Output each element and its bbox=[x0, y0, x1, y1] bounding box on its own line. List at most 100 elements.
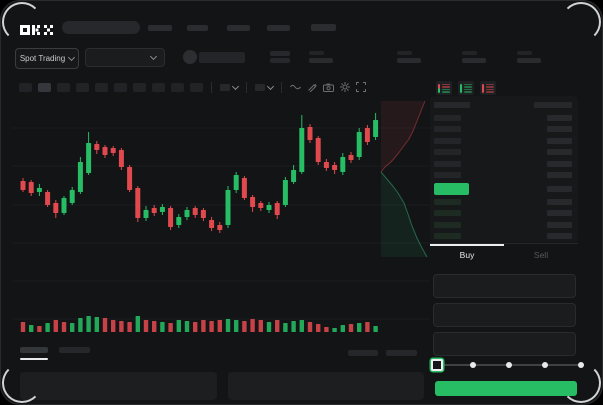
slider-stop-50[interactable] bbox=[506, 362, 512, 368]
bottom-tab-1-active[interactable] bbox=[20, 347, 48, 353]
amount-placeholder bbox=[547, 233, 572, 240]
indicator-icon bbox=[255, 83, 265, 91]
candle-style-dropdown[interactable] bbox=[220, 82, 240, 91]
market-type-label: Spot Trading bbox=[19, 54, 66, 63]
tab-sell[interactable]: Sell bbox=[504, 244, 578, 262]
price-chart[interactable] bbox=[12, 95, 430, 335]
bottom-right-control-2[interactable] bbox=[386, 350, 417, 356]
price-placeholder bbox=[434, 233, 461, 240]
amount-slider[interactable] bbox=[431, 358, 584, 372]
combined-book-icon[interactable] bbox=[436, 81, 452, 95]
indicator-dropdown[interactable] bbox=[255, 82, 275, 91]
timeframe-button-8[interactable] bbox=[152, 82, 165, 92]
stat-label-2 bbox=[397, 51, 412, 55]
wave-tool-button[interactable] bbox=[290, 83, 301, 91]
bid-row[interactable] bbox=[432, 208, 578, 220]
slider-handle[interactable] bbox=[431, 359, 443, 371]
bid-row[interactable] bbox=[432, 219, 578, 231]
amount-placeholder bbox=[547, 160, 572, 167]
chart-toolbar bbox=[19, 80, 366, 94]
ask-row[interactable] bbox=[432, 112, 578, 124]
submit-buy-button[interactable] bbox=[435, 381, 577, 396]
timeframe-button-4[interactable] bbox=[76, 82, 89, 92]
timeframe-button-3[interactable] bbox=[57, 82, 70, 92]
stat-block-price-bottom bbox=[270, 58, 290, 63]
price-placeholder bbox=[434, 210, 461, 217]
ask-row[interactable] bbox=[432, 124, 578, 136]
timeframe-button-1[interactable] bbox=[19, 82, 32, 92]
stat-label-4 bbox=[517, 51, 532, 55]
timeframe-button-7[interactable] bbox=[133, 82, 146, 92]
search-input[interactable] bbox=[62, 21, 140, 34]
slider-stop-75[interactable] bbox=[542, 362, 548, 368]
market-type-selector[interactable]: Spot Trading bbox=[15, 48, 79, 69]
stat-block-price-top bbox=[270, 51, 290, 56]
stat-value-2 bbox=[397, 58, 421, 63]
price-placeholder bbox=[434, 160, 461, 167]
chevron-down-icon bbox=[266, 82, 275, 90]
slider-stop-100[interactable] bbox=[578, 362, 584, 368]
fullscreen-icon bbox=[356, 82, 366, 92]
ask-row[interactable] bbox=[432, 135, 578, 147]
price-placeholder bbox=[434, 114, 461, 121]
current-price-badge[interactable] bbox=[434, 182, 469, 195]
last-price-placeholder bbox=[199, 52, 245, 63]
timeframe-button-6[interactable] bbox=[114, 82, 127, 92]
chevron-down-icon bbox=[68, 53, 76, 62]
nav-item-2[interactable] bbox=[187, 25, 208, 31]
amount-placeholder bbox=[547, 137, 572, 144]
bids-book-icon[interactable] bbox=[458, 81, 474, 95]
amount-placeholder bbox=[547, 172, 572, 179]
bid-row[interactable] bbox=[432, 231, 578, 243]
bids-book-bars bbox=[464, 83, 472, 93]
tab-buy[interactable]: Buy bbox=[430, 244, 504, 262]
price-placeholder bbox=[434, 149, 461, 156]
gridlines bbox=[12, 127, 430, 320]
pair-selector[interactable] bbox=[85, 48, 165, 67]
stat-value-3 bbox=[462, 58, 486, 63]
timeframe-button-10[interactable] bbox=[190, 82, 203, 92]
timeframe-button-2-selected[interactable] bbox=[38, 82, 51, 92]
draw-tool-button[interactable] bbox=[307, 82, 317, 92]
fullscreen-button[interactable] bbox=[356, 82, 366, 92]
ask-row[interactable] bbox=[432, 147, 578, 159]
timeframe-button-9[interactable] bbox=[171, 82, 184, 92]
camera-icon bbox=[323, 83, 334, 92]
slider-stop-25[interactable] bbox=[470, 362, 476, 368]
current-price-amount bbox=[547, 185, 572, 192]
candles bbox=[20, 113, 379, 233]
bottom-right-control-1[interactable] bbox=[348, 350, 378, 356]
amount-placeholder bbox=[547, 210, 572, 217]
screenshot-button[interactable] bbox=[323, 83, 334, 92]
price-placeholder bbox=[434, 198, 461, 205]
chevron-down-icon bbox=[231, 82, 240, 90]
candle-style-icon bbox=[220, 83, 230, 91]
price-column-header bbox=[434, 102, 470, 108]
nav-item-1[interactable] bbox=[148, 25, 172, 31]
order-price-input[interactable] bbox=[433, 274, 576, 298]
order-total-input[interactable] bbox=[433, 332, 576, 356]
price-placeholder bbox=[434, 126, 461, 133]
chevron-down-icon bbox=[149, 52, 158, 61]
current-price-row[interactable] bbox=[432, 181, 578, 196]
toolbar-divider bbox=[246, 81, 247, 93]
nav-item-3[interactable] bbox=[227, 25, 250, 31]
bid-row[interactable] bbox=[432, 196, 578, 208]
nav-item-4[interactable] bbox=[267, 25, 290, 31]
asks-book-icon[interactable] bbox=[480, 81, 496, 95]
chart-settings-button[interactable] bbox=[340, 82, 350, 92]
combined-book-bars bbox=[442, 83, 450, 93]
nav-item-5[interactable] bbox=[311, 24, 336, 31]
toolbar-divider bbox=[281, 81, 282, 93]
amount-placeholder bbox=[547, 221, 572, 228]
bottom-tab-2[interactable] bbox=[59, 347, 90, 353]
order-amount-input[interactable] bbox=[433, 303, 576, 327]
ask-row[interactable] bbox=[432, 170, 578, 182]
timeframe-button-5[interactable] bbox=[95, 82, 108, 92]
bottom-tab-active-underline bbox=[20, 358, 48, 360]
tab-buy-label: Buy bbox=[459, 250, 475, 260]
toolbar-divider bbox=[211, 81, 212, 93]
okx-logo[interactable] bbox=[20, 22, 54, 35]
ask-row[interactable] bbox=[432, 158, 578, 170]
stat-label-1 bbox=[309, 51, 324, 55]
